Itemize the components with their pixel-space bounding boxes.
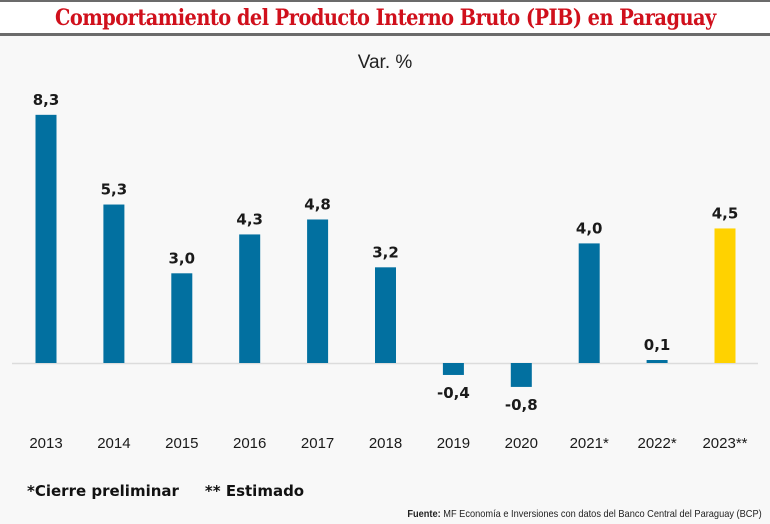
bar-2022 — [646, 360, 668, 363]
x-tick-label: 2017 — [301, 435, 334, 452]
bar-2017 — [307, 219, 329, 363]
x-tick-label: 2016 — [233, 435, 266, 452]
x-tick-label: 2022* — [637, 435, 676, 452]
source-note: Fuente: MF Economía e Inversiones con da… — [408, 508, 762, 520]
x-tick-label: 2020 — [505, 435, 538, 452]
data-label-2023: 4,5 — [712, 204, 739, 222]
bar-2014 — [103, 204, 125, 363]
data-label-2021: 4,0 — [576, 219, 603, 237]
x-tick-label: 2021* — [570, 435, 609, 452]
x-tick-label: 2023** — [702, 435, 747, 452]
data-label-2022: 0,1 — [644, 336, 671, 354]
data-label-2015: 3,0 — [169, 249, 196, 267]
title-bar: Comportamiento del Producto Interno Brut… — [0, 0, 770, 36]
x-tick-label: 2015 — [165, 435, 198, 452]
footnote-estimated: ** Estimado — [204, 482, 305, 500]
footnote-preliminary: *Cierre preliminar — [27, 482, 179, 500]
x-tick-label: 2019 — [437, 435, 470, 452]
x-tick-label: 2018 — [369, 435, 402, 452]
footnotes: *Cierre preliminar ** Estimado — [27, 482, 304, 500]
bar-2015 — [171, 273, 193, 363]
data-label-2018: 3,2 — [372, 243, 399, 261]
bar-2020 — [510, 363, 532, 387]
x-tick-label: 2013 — [29, 435, 62, 452]
data-label-2020: -0,8 — [505, 396, 538, 414]
bar-2013 — [35, 114, 57, 363]
chart-subtitle: Var. % — [357, 52, 413, 73]
bar-2018 — [375, 267, 396, 363]
data-label-2017: 4,8 — [304, 195, 331, 213]
chart-title: Comportamiento del Producto Interno Brut… — [54, 4, 716, 31]
data-label-2014: 5,3 — [101, 181, 128, 199]
data-label-2016: 4,3 — [236, 210, 263, 228]
bar-2016 — [239, 234, 261, 363]
bar-2019 — [442, 363, 464, 375]
x-tick-label: 2014 — [97, 435, 130, 452]
data-label-2019: -0,4 — [437, 384, 470, 402]
data-label-2013: 8,3 — [33, 91, 60, 109]
source-text: MF Economía e Inversiones con datos del … — [440, 508, 762, 520]
bar-2021 — [578, 243, 600, 363]
source-label: Fuente: — [407, 508, 441, 520]
bar-2023 — [714, 228, 736, 363]
